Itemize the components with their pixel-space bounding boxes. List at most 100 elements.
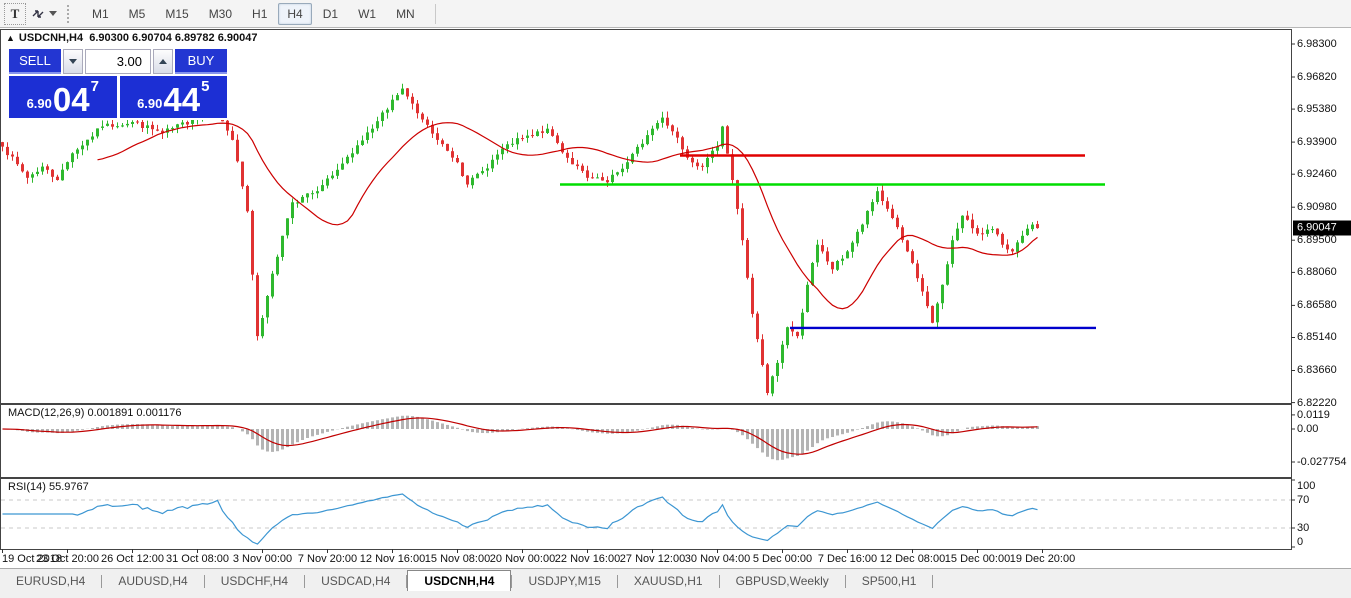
timeframe-button-h4[interactable]: H4: [278, 2, 312, 25]
time-axis-label: 7 Nov 20:00: [297, 553, 358, 565]
rsi-axis-label: 30: [1297, 522, 1310, 534]
timeframe-button-w1[interactable]: W1: [358, 6, 377, 21]
price-axis-label: 6.95380: [1297, 103, 1337, 116]
sell-price-base: 6.90: [26, 96, 52, 111]
price-axis-label: 6.89500: [1297, 234, 1337, 247]
caret-up-icon: [159, 59, 167, 64]
cursor-mode-icon[interactable]: [30, 4, 57, 24]
tab-sp500-h1[interactable]: SP500,H1: [861, 574, 917, 588]
time-axis-label: 7 Dec 16:00: [817, 553, 878, 565]
timeframe-button-m1[interactable]: M1: [92, 6, 109, 21]
current-price-badge: 6.90047: [1293, 220, 1351, 236]
tab-separator: [203, 575, 205, 588]
timeframe-button-m30[interactable]: M30: [208, 6, 233, 21]
buy-price-pip: 5: [201, 78, 210, 95]
timeframe-button-m5[interactable]: M5: [128, 6, 146, 21]
tab-separator: [406, 575, 408, 588]
time-axis-label: 15 Nov 08:00: [424, 553, 491, 565]
status-bar: [0, 591, 1351, 598]
timeframe-button-mn[interactable]: MN: [396, 6, 415, 21]
timeframe-button-h1[interactable]: H1: [252, 6, 268, 21]
tab-separator: [304, 575, 306, 588]
chart-window[interactable]: ▲ USDCNH,H4 6.90300 6.90704 6.89782 6.900…: [0, 28, 1351, 568]
toolbar-separator: [434, 3, 436, 24]
price-axis-label: 6.90980: [1297, 201, 1337, 214]
buy-price-big: 44: [163, 80, 201, 118]
timeframe-button-d1[interactable]: D1: [322, 6, 339, 21]
tab-usdchf-h4[interactable]: USDCHF,H4: [220, 574, 289, 588]
price-axis-label: 6.96820: [1297, 71, 1337, 83]
chart-canvas[interactable]: [0, 28, 1351, 568]
time-axis-label: 22 Nov 16:00: [554, 553, 621, 565]
pane-frames: [0, 29, 1292, 550]
price-axis-label: 6.83660: [1297, 364, 1337, 377]
rsi-indicator-label: RSI(14) 55.9767: [8, 481, 89, 493]
chevron-down-icon: [49, 11, 57, 16]
macd-axis-label: -0.027754: [1297, 455, 1347, 468]
top-toolbar: T M1 M5 M15 M30 H1 H4 D1 W1 MN: [0, 0, 1351, 28]
price-axis-label: 6.85140: [1297, 331, 1337, 344]
macd-axis-label: 0.0119: [1297, 408, 1330, 421]
tab-xauusd-h1[interactable]: XAUUSD,H1: [633, 574, 703, 588]
tab-separator: [511, 575, 513, 588]
time-axis-label: 31 Oct 08:00: [166, 553, 229, 565]
macd-indicator-label: MACD(12,26,9) 0.001891 0.001176: [8, 407, 182, 419]
sell-price-big: 04: [52, 80, 90, 118]
timeframe-buttons: M1 M5 M15 M30 H1 H4 D1 W1 MN: [82, 2, 425, 25]
one-click-trade-panel: SELL 3.00 BUY 6.90 04 7 6.90 44 5: [8, 48, 228, 119]
volume-increase-button[interactable]: [153, 49, 173, 74]
horizontal-level-lines[interactable]: [560, 154, 1105, 330]
tab-separator: [932, 575, 934, 588]
text-tool-icon[interactable]: T: [4, 2, 26, 25]
volume-decrease-button[interactable]: [63, 49, 83, 74]
buy-button[interactable]: BUY: [175, 49, 227, 74]
candlesticks: [1, 83, 1039, 397]
price-axis-label: 6.88060: [1297, 266, 1337, 279]
caret-down-icon: [69, 59, 77, 64]
price-axis-label: 6.86580: [1297, 299, 1337, 312]
tab-separator: [616, 575, 618, 588]
moving-average-line: [97, 122, 1038, 310]
crosshair-arrows-icon: [32, 9, 44, 18]
tab-usdjpy-m15[interactable]: USDJPY,M15: [528, 574, 601, 588]
price-axis-label: 6.98300: [1297, 38, 1337, 50]
chart-symbol: USDCNH,H4: [18, 32, 84, 44]
sell-price-pip: 7: [90, 78, 99, 95]
time-axis-label: 19 Oct 2018: [2, 553, 62, 565]
time-axis-label: 12 Dec 08:00: [879, 553, 946, 565]
price-axis-label: 6.82220: [1297, 396, 1337, 409]
buy-price-box[interactable]: 6.90 44 5: [119, 76, 227, 118]
macd-axis-label: 0.00: [1297, 423, 1319, 435]
symbol-tab-bar: EURUSD,H4 AUDUSD,H4 USDCHF,H4 USDCAD,H4 USDC…: [0, 568, 1351, 592]
time-axis-label: 5 Dec 00:00: [752, 553, 813, 565]
price-axis-label: 6.93900: [1297, 136, 1337, 149]
sell-button[interactable]: SELL: [9, 49, 61, 74]
time-axis-label: 26 Oct 12:00: [101, 553, 164, 565]
rsi-axis-label: 70: [1297, 494, 1310, 506]
tab-eurusd-h4[interactable]: EURUSD,H4: [16, 574, 86, 588]
time-axis-label: 20 Nov 00:00: [489, 553, 556, 565]
timeframe-button-m15[interactable]: M15: [165, 6, 189, 21]
collapse-panel-icon[interactable]: ▲: [6, 33, 15, 43]
tab-separator: [844, 575, 846, 588]
volume-input[interactable]: 3.00: [85, 49, 151, 74]
tab-usdcnh-h4[interactable]: USDCNH,H4: [407, 570, 512, 592]
tab-separator: [718, 575, 720, 588]
price-axis-label: 6.92460: [1297, 168, 1337, 181]
time-axis-ticks: [2, 549, 1043, 553]
chart-title: ▲ USDCNH,H4 6.90300 6.90704 6.89782 6.900…: [6, 32, 257, 44]
rsi-axis-label: 100: [1297, 480, 1316, 492]
tab-usdcad-h4[interactable]: USDCAD,H4: [321, 574, 391, 588]
toolbar-grip[interactable]: [67, 4, 74, 23]
sell-price-box[interactable]: 6.90 04 7: [9, 76, 117, 118]
price-axis-ticks: [1291, 43, 1295, 404]
time-axis-label: 23 Oct 20:00: [36, 553, 99, 565]
macd-signal-line: [2, 417, 1038, 455]
chart-ohlc-values: 6.90300 6.90704 6.89782 6.90047: [89, 32, 258, 44]
time-axis-label: 30 Nov 04:00: [684, 553, 751, 565]
time-axis-label: 12 Nov 16:00: [359, 553, 426, 565]
tab-separator: [101, 575, 103, 588]
time-axis-label: 27 Nov 12:00: [619, 553, 686, 565]
tab-gbpusd-weekly[interactable]: GBPUSD,Weekly: [735, 574, 829, 588]
tab-audusd-h4[interactable]: AUDUSD,H4: [118, 574, 188, 588]
